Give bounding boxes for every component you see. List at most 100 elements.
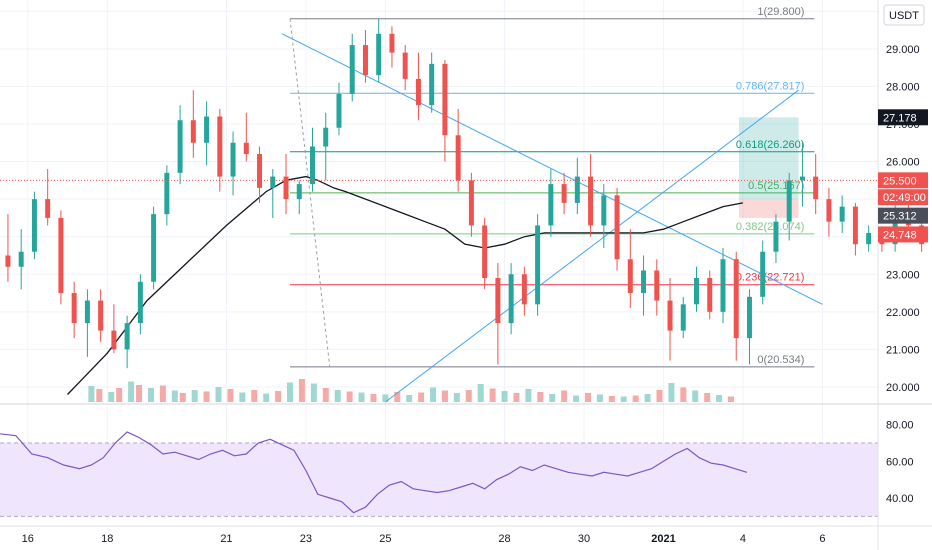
candle	[799, 142, 805, 207]
currency-selector[interactable]: USDT	[883, 4, 925, 26]
candle-body	[495, 278, 501, 324]
candle-body	[839, 206, 845, 222]
time-tick-label: 25	[379, 533, 391, 545]
candle	[31, 191, 37, 260]
candle-body	[786, 180, 792, 222]
candle	[164, 165, 170, 226]
candle	[839, 195, 845, 233]
currency-button[interactable]	[883, 4, 925, 26]
candle-body	[746, 296, 752, 339]
fib-level-label: 1(29.800)	[757, 6, 804, 18]
stop-zone	[738, 199, 799, 218]
candle	[720, 247, 726, 324]
candle-body	[627, 259, 633, 294]
volume-bar	[227, 389, 234, 402]
candle	[190, 90, 196, 158]
candle	[535, 214, 541, 316]
candle	[561, 172, 567, 215]
volume-bar	[668, 383, 675, 402]
candle	[760, 240, 766, 305]
candle-body	[323, 127, 329, 147]
volume-bar	[96, 389, 103, 402]
volume-bar	[179, 393, 186, 402]
candle-body	[164, 172, 170, 215]
candle	[323, 112, 329, 181]
candle-body	[71, 293, 77, 324]
candle	[217, 108, 223, 192]
candle	[442, 60, 448, 162]
candle-body	[270, 176, 276, 188]
volume-bar	[704, 393, 711, 402]
candle-body	[535, 225, 541, 305]
volume-bar	[128, 381, 135, 402]
rsi-band	[0, 443, 878, 517]
chart-grid	[0, 0, 878, 520]
candle-body	[45, 199, 51, 218]
candle-body	[5, 255, 11, 267]
candle	[707, 270, 713, 320]
candle-body	[866, 232, 872, 245]
candle-body	[217, 116, 223, 177]
candle	[362, 30, 368, 83]
candle-body	[521, 274, 527, 305]
volume-bar	[596, 394, 603, 402]
volume-bar	[561, 390, 568, 402]
volume-bar	[680, 387, 687, 402]
candle	[257, 146, 263, 203]
volume-bar	[608, 396, 615, 402]
price-tick-label: 29.000	[886, 44, 920, 56]
time-axis[interactable]: 16 18 21 23 25 28 30 2021 4 6	[22, 533, 826, 545]
ma-line	[67, 175, 744, 395]
currency-label: USDT	[889, 10, 919, 22]
candle-body	[243, 142, 249, 155]
volume-bar	[465, 390, 472, 402]
trendline[interactable]	[281, 33, 823, 305]
price-tick-label: 28.000	[886, 81, 920, 93]
volume-bar	[275, 391, 282, 402]
volume-bar	[549, 394, 556, 402]
volume-bar	[203, 391, 210, 402]
candle-body	[680, 304, 686, 331]
volume-bar	[477, 384, 484, 402]
candle	[773, 214, 779, 263]
volume-bar	[322, 388, 329, 402]
volume-bar	[358, 392, 365, 402]
candle	[746, 289, 752, 365]
candle-body	[694, 278, 700, 305]
trendline[interactable]	[385, 89, 799, 403]
volume-bar	[191, 390, 198, 402]
candle	[482, 217, 488, 290]
candle	[5, 214, 11, 282]
fib-level-label: 0.786(27.817)	[736, 80, 805, 92]
candle-body	[826, 199, 832, 222]
candle	[614, 187, 620, 271]
volume-bar	[716, 395, 723, 402]
volume-bar	[310, 383, 317, 402]
candle	[654, 259, 660, 316]
price-tick-label: 23.000	[886, 269, 920, 281]
volume-bar	[406, 395, 413, 402]
candle	[495, 262, 501, 365]
candle	[45, 169, 51, 226]
candle	[508, 262, 514, 335]
volume-bar	[418, 392, 425, 402]
trendlines[interactable]	[281, 33, 823, 403]
candle-body	[310, 146, 316, 185]
time-tick-label: 6	[819, 533, 825, 545]
candle-body	[667, 300, 673, 331]
candle-body	[588, 176, 594, 226]
price-badge-label: 25.500	[883, 175, 917, 187]
candle	[641, 255, 647, 316]
candle-body	[813, 176, 819, 200]
candle	[415, 52, 421, 121]
candle-body	[614, 195, 620, 260]
volume-bar	[116, 388, 123, 402]
candle-body	[415, 78, 421, 106]
fib-level-label: 0.618(26.260)	[736, 139, 805, 151]
candle-body	[296, 184, 302, 200]
volume-bar	[453, 393, 460, 402]
candle	[667, 278, 673, 361]
time-tick-label: 18	[101, 533, 113, 545]
rsi-panel[interactable]	[0, 431, 878, 517]
